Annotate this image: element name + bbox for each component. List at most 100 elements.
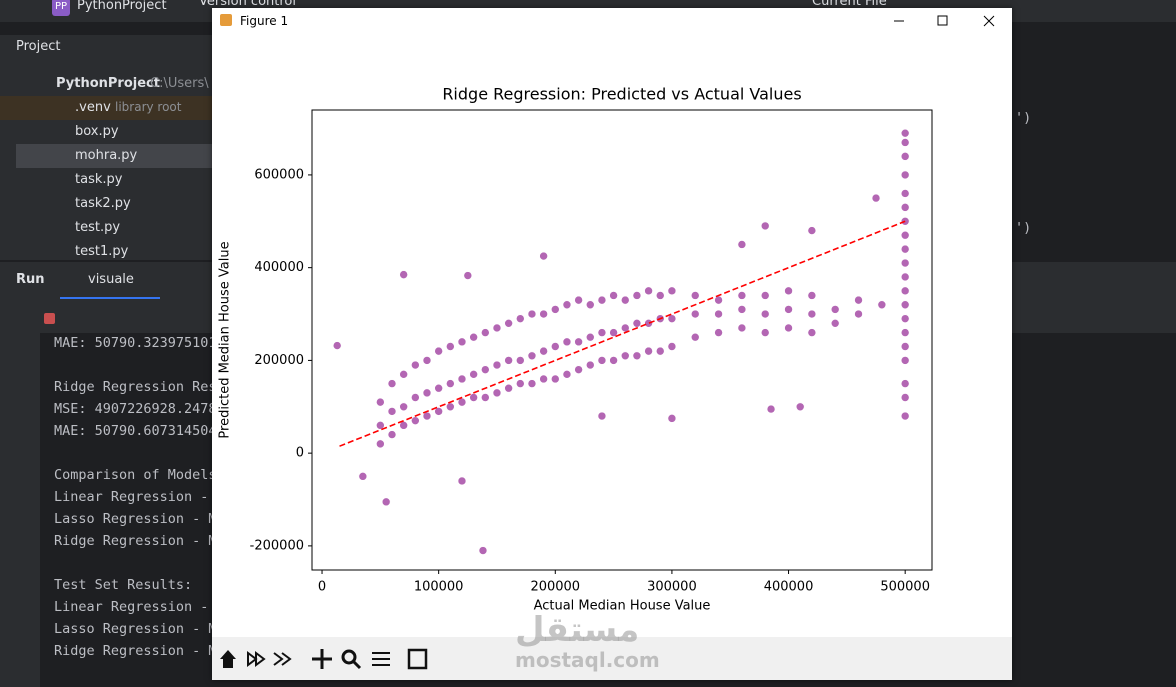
point <box>562 300 572 310</box>
point <box>871 193 881 203</box>
console-line: Lasso Regression - M <box>54 621 217 637</box>
console-line: MSE: 4907226928.2478 <box>54 401 217 417</box>
point <box>632 319 642 328</box>
tree-file[interactable]: task.py <box>75 172 123 187</box>
close[interactable] <box>983 15 995 27</box>
code: ') <box>1015 110 1032 126</box>
tree-path: C:\Users\ <box>150 76 209 91</box>
point <box>492 323 502 333</box>
point <box>900 258 910 268</box>
point <box>690 291 700 300</box>
point <box>597 328 607 337</box>
point <box>900 128 910 138</box>
point <box>900 411 910 421</box>
point <box>784 286 793 296</box>
point <box>766 404 776 414</box>
zoom-button[interactable] <box>341 649 357 665</box>
tree-venv[interactable]: .venv <box>75 100 111 115</box>
run-config[interactable]: Current File <box>812 0 887 9</box>
save-button[interactable] <box>407 648 428 670</box>
x-tick-label: 400000 <box>764 580 814 595</box>
editor <box>1012 35 1176 260</box>
point <box>714 295 723 305</box>
point <box>515 314 525 323</box>
point <box>481 393 490 402</box>
console-line: Ridge Regression - M <box>54 643 217 659</box>
point <box>332 341 342 350</box>
point <box>737 305 747 314</box>
point <box>667 314 677 323</box>
point <box>515 356 525 365</box>
axes-frame <box>311 109 933 571</box>
point <box>562 370 572 379</box>
point <box>387 379 397 388</box>
tree-root[interactable]: PythonProject <box>56 76 160 91</box>
point <box>714 309 723 319</box>
configure-button[interactable] <box>372 652 390 666</box>
figure-window: Figure 1 Ridge Regression: Predicted vs … <box>212 8 1012 680</box>
window-icon <box>220 14 232 26</box>
stop-button[interactable] <box>44 313 55 324</box>
point <box>854 295 863 305</box>
point <box>574 365 583 374</box>
watermark: مستقل <box>515 610 640 650</box>
tree-file[interactable]: test.py <box>75 220 121 235</box>
point <box>620 295 630 305</box>
point <box>504 356 513 365</box>
run-tab[interactable]: Run <box>16 272 45 287</box>
tree-file[interactable]: test1.py <box>75 244 129 259</box>
point <box>504 383 513 393</box>
point <box>877 300 887 310</box>
point <box>900 356 910 365</box>
point <box>900 203 910 212</box>
x-tick-label: 0 <box>318 580 326 595</box>
point <box>399 402 408 412</box>
point <box>515 379 525 388</box>
point <box>807 328 817 337</box>
point <box>900 328 910 337</box>
tree-file[interactable]: mohra.py <box>75 148 138 163</box>
point <box>632 291 642 300</box>
project-menu[interactable]: PythonProject <box>77 0 167 13</box>
point <box>667 342 677 351</box>
tree-file[interactable]: task2.py <box>75 196 131 211</box>
panel-title: Project <box>16 39 61 54</box>
home-button[interactable] <box>220 650 236 668</box>
point <box>760 291 770 300</box>
point <box>900 314 910 323</box>
point <box>574 295 583 305</box>
point <box>492 360 502 370</box>
point <box>900 272 910 282</box>
point <box>585 300 595 310</box>
run-config-tab[interactable]: visuale <box>88 272 134 287</box>
point <box>632 351 642 361</box>
tree-file[interactable]: box.py <box>75 124 119 139</box>
point <box>807 291 817 300</box>
x-tick-label: 200000 <box>530 580 580 595</box>
vcs-menu[interactable]: Version control <box>199 0 296 9</box>
pan-button[interactable] <box>312 649 332 669</box>
point <box>597 295 607 305</box>
point <box>737 323 747 333</box>
point <box>900 230 910 240</box>
back-button[interactable] <box>247 651 266 667</box>
point <box>539 251 548 261</box>
chart-title: Ridge Regression: Predicted vs Actual Va… <box>442 85 801 104</box>
point <box>655 291 665 300</box>
console-line: Comparison of Models <box>54 467 217 483</box>
y-tick-label: 0 <box>296 446 304 461</box>
y-tick-label: 600000 <box>254 167 304 182</box>
forward-button[interactable] <box>273 652 292 666</box>
point <box>411 360 420 370</box>
window-title: Figure 1 <box>240 14 289 28</box>
project-badge: PP <box>52 0 70 16</box>
console-line: Linear Regression - <box>54 489 209 505</box>
maximize[interactable] <box>937 15 948 26</box>
point <box>585 360 595 370</box>
point <box>434 407 443 416</box>
point <box>784 305 793 314</box>
watermark: mostaql.com <box>515 648 660 672</box>
point <box>469 393 478 402</box>
tab-underline <box>60 297 160 299</box>
